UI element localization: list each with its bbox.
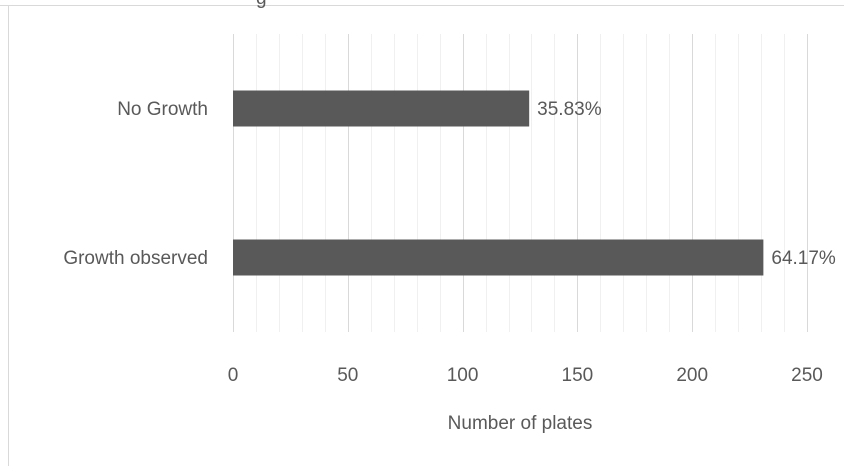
category-label-growth-observed: Growth observed: [63, 248, 208, 269]
chart-title-fragment: g: [256, 0, 267, 9]
data-label-growth-observed: 64.17%: [771, 248, 836, 269]
data-labels: 35.83% 64.17%: [537, 99, 836, 269]
x-axis-title: Number of plates: [448, 413, 593, 434]
chart-frame: [0, 5, 844, 466]
x-tick-label: 0: [228, 365, 239, 386]
x-tick-label: 100: [447, 365, 479, 386]
x-tick-label: 150: [562, 365, 594, 386]
bar-growth-observed: [233, 239, 764, 276]
data-label-no-growth: 35.83%: [537, 99, 602, 120]
bars: [233, 90, 764, 276]
x-tick-label: 200: [676, 365, 708, 386]
category-labels: No Growth Growth observed: [63, 99, 208, 269]
x-tick-label: 50: [337, 365, 358, 386]
gridlines: [233, 34, 808, 332]
x-axis-tick-labels: 0 50 100 150 200 250: [228, 365, 823, 386]
category-label-no-growth: No Growth: [117, 99, 208, 120]
x-tick-label: 250: [791, 365, 823, 386]
bar-no-growth: [233, 90, 530, 127]
